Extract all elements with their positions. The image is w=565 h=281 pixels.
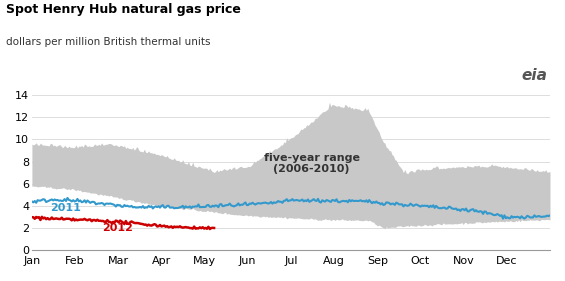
Text: Spot Henry Hub natural gas price: Spot Henry Hub natural gas price: [6, 3, 241, 16]
Text: eia: eia: [521, 68, 547, 83]
Text: 2012: 2012: [102, 223, 133, 233]
Text: 2011: 2011: [50, 203, 81, 213]
Text: dollars per million British thermal units: dollars per million British thermal unit…: [6, 37, 210, 47]
Text: five-year range
(2006-2010): five-year range (2006-2010): [264, 153, 360, 175]
